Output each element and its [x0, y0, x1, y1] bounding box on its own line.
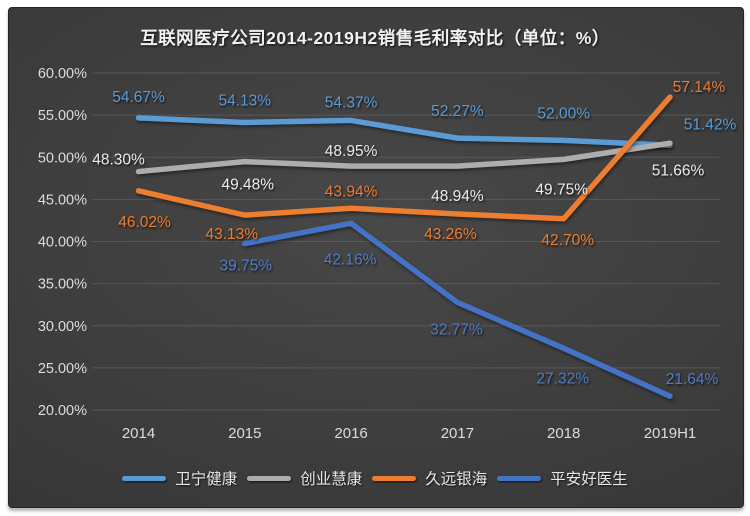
series-line-3 [135, 94, 673, 222]
data-label-series-3: 42.70% [541, 232, 594, 249]
data-label-series-2: 49.75% [535, 181, 588, 198]
data-label-series-1: 51.42% [684, 116, 737, 133]
legend-item-weining: 卫宁健康 [122, 467, 237, 489]
data-label-series-4: 42.16% [324, 251, 377, 268]
chart-legend: 卫宁健康 创业慧康 久远银海 平安好医生 [0, 466, 750, 490]
data-label-series-4: 27.32% [536, 370, 589, 387]
x-axis-tick-label: 2019H1 [644, 425, 697, 442]
y-axis-tick-label: 60.00% [38, 66, 87, 82]
x-axis-tick-label: 2017 [441, 425, 474, 442]
legend-item-chuangye: 创业慧康 [247, 467, 362, 489]
data-label-series-1: 52.00% [537, 105, 590, 122]
y-axis-tick-label: 35.00% [38, 277, 87, 293]
chart-frame[interactable] [8, 7, 744, 508]
y-axis-tick-label: 55.00% [38, 108, 87, 124]
x-axis-tick-label: 2016 [334, 425, 367, 442]
legend-label-weining: 卫宁健康 [175, 471, 238, 488]
data-label-series-2: 51.66% [652, 162, 705, 179]
legend-label-chuangye: 创业慧康 [300, 471, 363, 488]
legend-swatch-pingan [497, 475, 542, 481]
y-axis-tick-label: 30.00% [38, 319, 87, 335]
legend-swatch-weining [122, 475, 167, 481]
data-label-series-2: 48.95% [325, 143, 378, 160]
y-axis-tick-label: 40.00% [38, 235, 87, 251]
y-axis-tick-label: 45.00% [38, 192, 87, 208]
data-label-series-3: 43.94% [325, 183, 378, 200]
data-label-series-4: 39.75% [220, 258, 273, 275]
data-label-series-4: 21.64% [666, 371, 719, 388]
data-label-series-2: 49.48% [222, 177, 275, 194]
chart-title: 互联网医疗公司2014-2019H2销售毛利率对比（单位：%） [140, 28, 610, 48]
data-label-series-3: 43.13% [206, 226, 259, 243]
legend-item-pingan: 平安好医生 [497, 467, 628, 489]
x-axis-tick-label: 2015 [228, 425, 261, 442]
data-label-series-2: 48.30% [92, 152, 145, 169]
series-line-2 [135, 140, 673, 175]
data-label-series-2: 48.94% [431, 188, 484, 205]
y-axis-tick-label: 20.00% [38, 403, 87, 419]
legend-swatch-jiuyuan [372, 475, 417, 481]
legend-label-jiuyuan: 久远银海 [425, 471, 488, 488]
legend-item-jiuyuan: 久远银海 [372, 467, 487, 489]
data-label-series-1: 54.37% [325, 94, 378, 111]
data-label-series-1: 54.13% [219, 92, 272, 109]
data-label-series-3: 43.26% [424, 226, 477, 243]
data-label-series-1: 52.27% [431, 103, 484, 120]
data-label-series-3: 46.02% [118, 214, 171, 231]
data-label-series-3: 57.14% [673, 79, 726, 96]
data-label-series-1: 54.67% [112, 89, 165, 106]
y-axis-tick-label: 50.00% [38, 150, 87, 166]
legend-swatch-chuangye [247, 475, 292, 481]
y-axis-tick-label: 25.00% [38, 361, 87, 377]
series-line-4 [242, 220, 673, 399]
data-label-series-4: 32.77% [430, 321, 483, 338]
legend-label-pingan: 平安好医生 [550, 471, 628, 488]
x-axis-tick-label: 2018 [547, 425, 580, 442]
series-line-1 [135, 115, 673, 149]
x-axis-tick-label: 2014 [122, 425, 155, 442]
